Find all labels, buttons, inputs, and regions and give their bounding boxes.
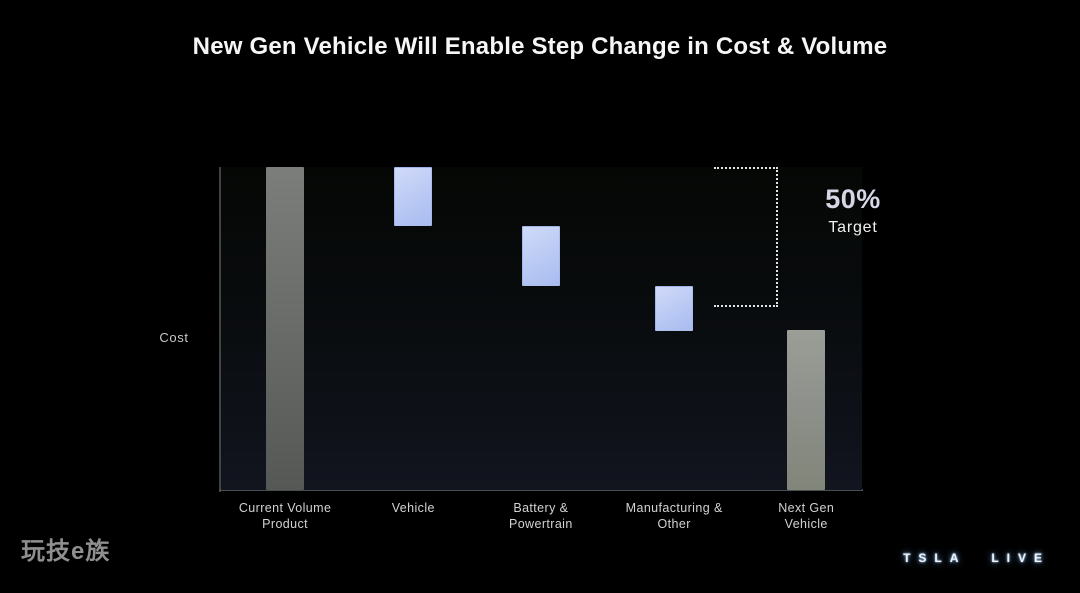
target-callout: 50% Target	[814, 184, 892, 237]
y-axis-label: Cost	[159, 330, 189, 345]
bar-next-gen-vehicle	[787, 330, 826, 490]
brand-word-live: LIVE	[991, 551, 1050, 565]
bar-vehicle	[394, 167, 433, 226]
brand-word-tsla: TSLA	[903, 551, 966, 565]
x-label-manufacturing-other: Manufacturing & Other	[625, 501, 723, 532]
target-label: Target	[828, 219, 878, 236]
watermark-logo: 玩技e族	[21, 538, 111, 565]
target-bracket-dotted	[714, 167, 778, 307]
x-label-battery-powertrain: Battery & Powertrain	[508, 501, 573, 532]
bar-manufacturing-other	[655, 285, 694, 332]
slide-title: New Gen Vehicle Will Enable Step Change …	[192, 33, 888, 60]
x-label-next-gen-vehicle: Next Gen Vehicle	[778, 501, 835, 532]
tsla-live-logo: TSLA LIVE	[903, 551, 1050, 565]
plot-area	[221, 167, 862, 490]
target-value: 50%	[825, 184, 881, 214]
x-label-vehicle: Vehicle	[391, 501, 435, 515]
y-axis-line	[219, 167, 221, 492]
bar-current-volume-product	[266, 167, 305, 490]
bar-battery-powertrain	[521, 225, 560, 286]
x-axis-line	[219, 489, 863, 491]
x-label-current-volume-product: Current Volume Product	[238, 501, 332, 532]
